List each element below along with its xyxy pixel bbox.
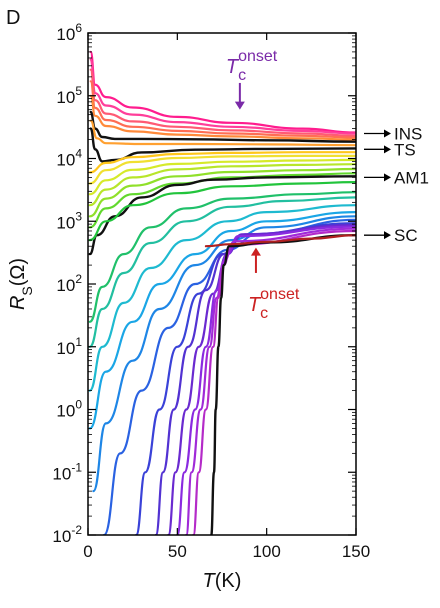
series-line-29 <box>204 234 356 248</box>
series-line-6 <box>89 119 356 147</box>
series-line-8 <box>88 151 356 174</box>
series-line-28 <box>210 234 356 535</box>
region-label-1: TS <box>394 140 416 159</box>
y-tick-label-1: 105 <box>56 84 82 107</box>
x-tick-label-1: 50 <box>168 542 187 561</box>
series-line-10 <box>88 158 356 196</box>
panel-label: D <box>6 7 20 29</box>
series-line-14 <box>88 175 356 256</box>
series-line-11 <box>88 163 356 207</box>
y-tick-label-4: 102 <box>56 272 82 295</box>
series-lines <box>88 50 356 535</box>
y-tick-label-5: 101 <box>56 335 82 358</box>
series-line-26 <box>185 227 356 535</box>
series-line-20 <box>92 215 356 493</box>
series-line-2 <box>89 68 356 137</box>
series-line-9 <box>88 154 356 185</box>
series-line-24 <box>167 224 356 535</box>
tc-label-0: Tconset <box>226 48 278 84</box>
series-line-1 <box>89 58 356 135</box>
axis-ticks: 0 50 100 150 106 105 104 103 102 101 100 10-1 10-2 <box>52 21 370 561</box>
y-tick-label-3: 103 <box>56 209 82 232</box>
series-line-7 <box>89 127 356 163</box>
y-axis-title: RS(Ω) <box>7 258 35 310</box>
x-tick-label-3: 150 <box>342 542 370 561</box>
x-tick-label-0: 0 <box>83 542 92 561</box>
series-line-12 <box>88 167 356 218</box>
region-label-2: AM1 <box>394 168 429 187</box>
series-line-19 <box>88 211 356 430</box>
series-line-22 <box>135 222 356 535</box>
y-tick-label-6: 100 <box>56 398 82 421</box>
y-tick-label-0: 106 <box>56 21 82 44</box>
series-line-25 <box>176 225 356 535</box>
region-label-0: INS <box>394 125 422 144</box>
series-line-5 <box>89 110 356 143</box>
y-tick-label-8: 10-2 <box>52 523 82 546</box>
series-line-13 <box>88 172 356 229</box>
y-tick-label-2: 104 <box>56 147 82 170</box>
x-axis-title: T(K) <box>203 570 242 592</box>
x-tick-label-2: 100 <box>252 542 280 561</box>
series-line-0 <box>89 50 356 134</box>
series-line-4 <box>89 94 356 141</box>
series-line-15 <box>88 181 356 242</box>
tc-label-1: Tconset <box>248 286 300 322</box>
series-line-3 <box>89 80 356 139</box>
tc-annotations: Tconset Tconset <box>226 48 300 322</box>
series-line-18 <box>88 204 356 392</box>
y-tick-label-7: 10-1 <box>52 460 82 483</box>
series-line-17 <box>88 196 356 348</box>
series-line-16 <box>88 191 356 323</box>
region-label-3: SC <box>394 226 418 245</box>
